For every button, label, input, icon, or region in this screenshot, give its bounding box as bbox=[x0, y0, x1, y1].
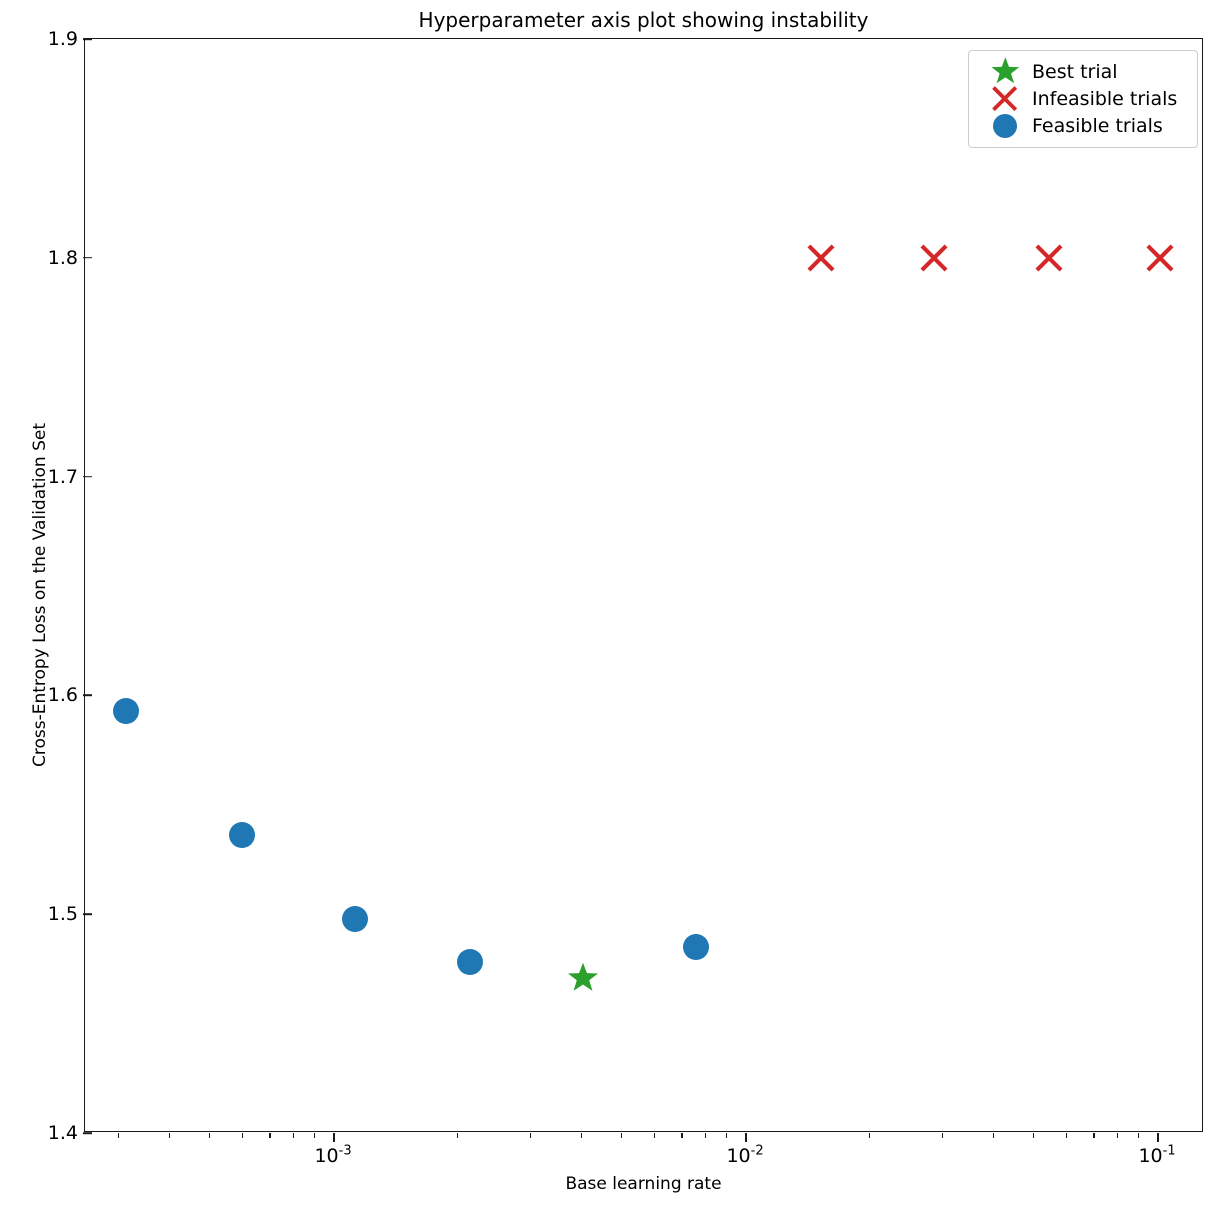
x-minor-tick-mark bbox=[581, 1133, 583, 1138]
y-tick-label: 1.7 bbox=[47, 465, 78, 488]
x-minor-tick-mark bbox=[621, 1133, 623, 1138]
y-tick-label: 1.9 bbox=[47, 28, 78, 50]
x-minor-tick-mark bbox=[117, 1133, 119, 1138]
x-minor-tick-mark bbox=[726, 1133, 728, 1138]
x-minor-tick-mark bbox=[269, 1133, 271, 1138]
legend-item-star[interactable]: Best trial bbox=[978, 56, 1188, 87]
legend-star-icon bbox=[978, 56, 1032, 87]
feasible-trial-point bbox=[682, 934, 709, 961]
x-tick-label: 10-2 bbox=[726, 1143, 764, 1167]
y-axis-label: Cross-Entropy Loss on the Validation Set bbox=[30, 422, 50, 768]
legend-x-icon bbox=[978, 84, 1032, 113]
x-minor-tick-mark bbox=[1033, 1133, 1035, 1138]
x-axis-label: Base learning rate bbox=[565, 1174, 722, 1194]
x-minor-tick-mark bbox=[1065, 1133, 1067, 1138]
feasible-trial-point bbox=[993, 113, 1017, 138]
x-minor-tick-mark bbox=[993, 1133, 995, 1138]
feasible-trial-point bbox=[112, 697, 139, 724]
legend-item-circle[interactable]: Feasible trials bbox=[978, 112, 1188, 139]
y-tick-label: 1.8 bbox=[47, 246, 78, 269]
x-minor-tick-mark bbox=[705, 1133, 707, 1138]
y-tick-label: 1.5 bbox=[47, 903, 78, 926]
x-tick-mark bbox=[745, 1133, 747, 1142]
y-tick-mark bbox=[83, 38, 92, 40]
x-minor-tick-mark bbox=[209, 1133, 211, 1138]
y-tick-mark bbox=[83, 257, 92, 259]
x-minor-tick-mark bbox=[653, 1133, 655, 1138]
x-minor-tick-mark bbox=[457, 1133, 459, 1138]
x-tick-mark bbox=[333, 1133, 335, 1142]
x-minor-tick-mark bbox=[169, 1133, 171, 1138]
y-tick-label: 1.4 bbox=[47, 1122, 78, 1144]
legend-item-x[interactable]: Infeasible trials bbox=[978, 85, 1188, 112]
x-minor-tick-mark bbox=[529, 1133, 531, 1138]
infeasible-trial-point bbox=[805, 242, 837, 274]
infeasible-trial-point bbox=[918, 242, 950, 274]
legend-item-label: Best trial bbox=[1032, 60, 1118, 83]
infeasible-trial-point bbox=[990, 84, 1019, 113]
data-points-layer bbox=[85, 39, 1202, 1131]
best-trial-point bbox=[990, 56, 1021, 87]
x-minor-tick-mark bbox=[681, 1133, 683, 1138]
infeasible-trial-point bbox=[1033, 242, 1065, 274]
feasible-trial-point bbox=[228, 822, 255, 849]
y-tick-mark bbox=[83, 1132, 92, 1134]
feasible-trial-point bbox=[341, 905, 368, 932]
chart-title: Hyperparameter axis plot showing instabi… bbox=[418, 8, 869, 32]
x-minor-tick-mark bbox=[241, 1133, 243, 1138]
x-minor-tick-mark bbox=[1093, 1133, 1095, 1138]
legend-circle-icon bbox=[978, 113, 1032, 138]
legend: Best trial Infeasible trials Feasible tria… bbox=[968, 50, 1198, 148]
y-tick-mark bbox=[83, 475, 92, 478]
x-minor-tick-mark bbox=[1117, 1133, 1119, 1138]
x-minor-tick-mark bbox=[314, 1133, 316, 1138]
x-tick-mark bbox=[1157, 1133, 1159, 1142]
x-minor-tick-mark bbox=[869, 1133, 871, 1138]
legend-item-label: Infeasible trials bbox=[1032, 87, 1178, 110]
plot-area: 1.4 1.5 1.6 1.7 1.8 1.9 10-3 10-2 10-1 bbox=[48, 28, 1203, 1167]
feasible-trial-point bbox=[457, 949, 484, 976]
x-tick-label: 10-3 bbox=[314, 1143, 352, 1167]
y-tick-label: 1.6 bbox=[47, 684, 78, 707]
infeasible-trial-point bbox=[1144, 242, 1176, 274]
best-trial-point bbox=[567, 961, 600, 994]
y-tick-mark bbox=[83, 913, 92, 915]
x-tick-label: 10-1 bbox=[1138, 1143, 1176, 1167]
x-minor-tick-mark bbox=[1138, 1133, 1140, 1138]
legend-item-label: Feasible trials bbox=[1032, 114, 1163, 137]
x-minor-tick-mark bbox=[941, 1133, 943, 1138]
y-tick-mark bbox=[83, 694, 92, 697]
x-minor-tick-mark bbox=[293, 1133, 295, 1138]
